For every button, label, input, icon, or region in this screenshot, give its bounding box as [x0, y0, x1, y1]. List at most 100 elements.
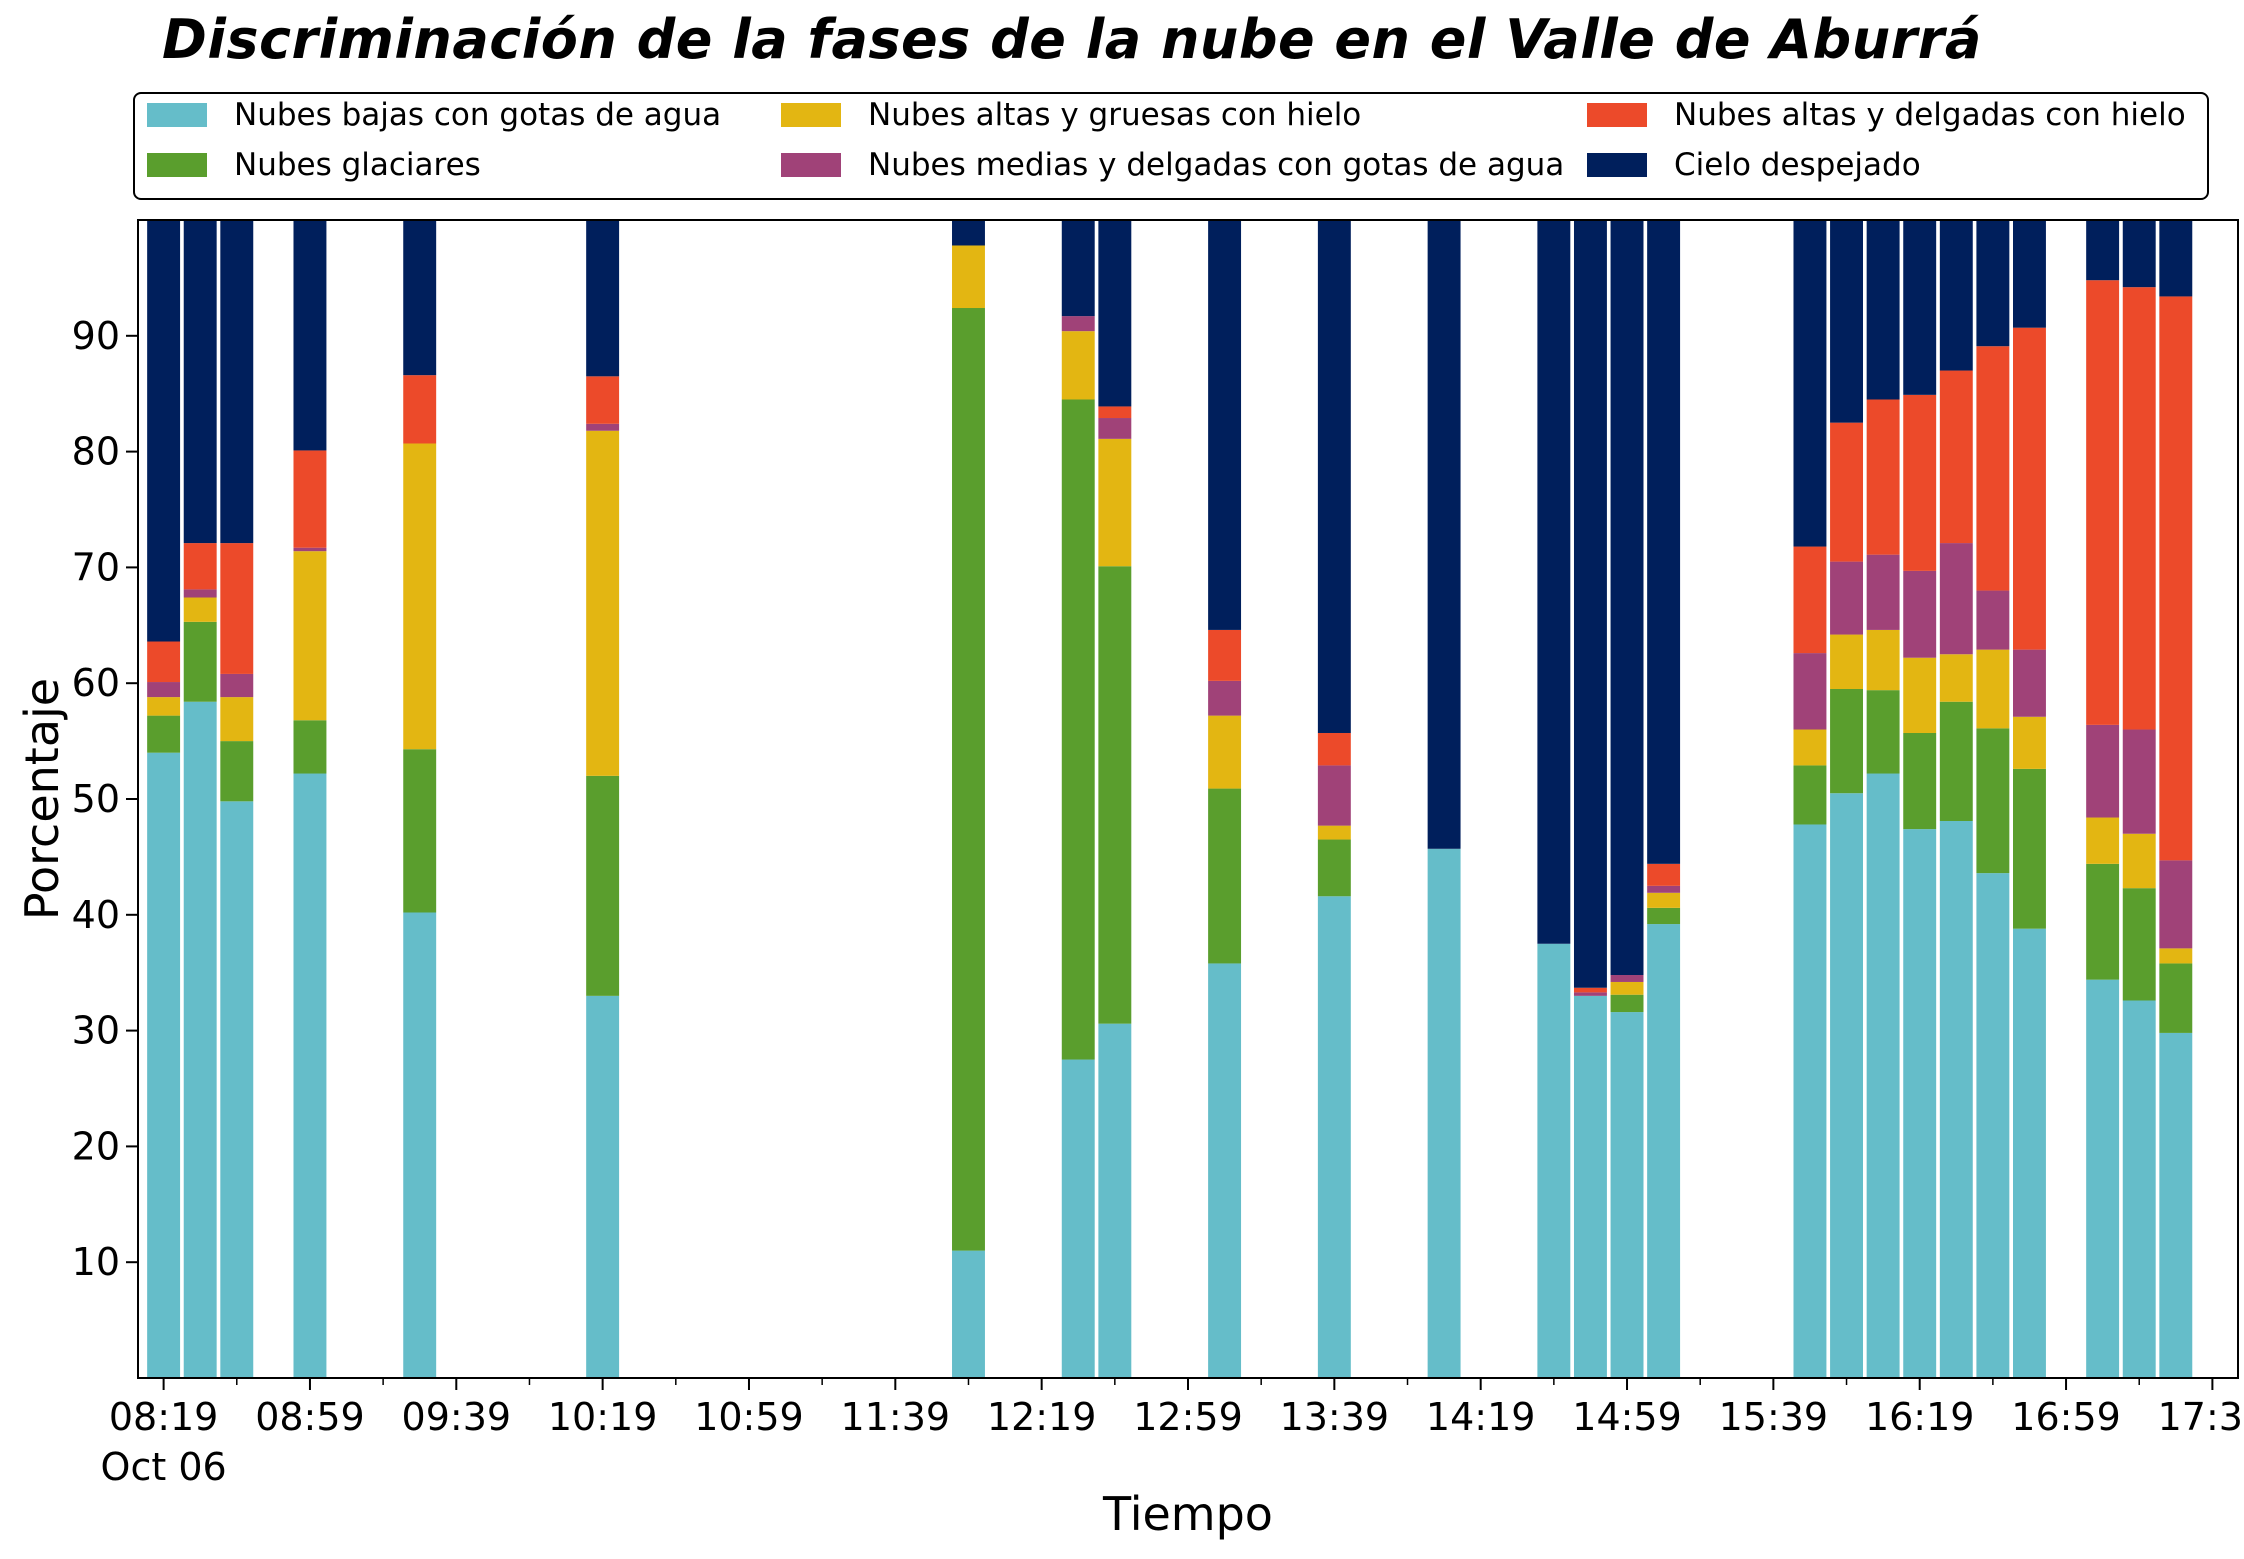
bar-segment [1098, 1023, 1132, 1378]
y-tick-label: 60 [72, 661, 120, 705]
bar-segment [1573, 220, 1607, 988]
bar-segment [220, 220, 254, 544]
legend-swatch [147, 103, 207, 127]
y-tick-label: 80 [72, 430, 120, 474]
bar-segment [1903, 732, 1937, 830]
bar-segment [2086, 280, 2120, 725]
legend-swatch [147, 153, 207, 177]
bar-segment [293, 551, 327, 721]
legend-item: Nubes glaciares [147, 147, 481, 183]
bar-segment [147, 697, 181, 716]
bar-segment [1866, 399, 1900, 555]
bar-segment [1830, 561, 1863, 635]
bar-segment [1098, 220, 1132, 407]
legend-swatch [1587, 153, 1647, 177]
bar-segment [1061, 220, 1095, 317]
bar-segment [183, 543, 217, 590]
bar-segment [2013, 327, 2046, 650]
bar-segment [1939, 543, 1973, 655]
y-tick-label: 90 [72, 314, 120, 358]
bar-segment [2013, 768, 2046, 929]
bar-segment [952, 220, 985, 246]
bar-segment [1976, 590, 2010, 650]
bar-segment [1208, 629, 1242, 681]
bar-segment [147, 682, 181, 698]
legend-swatch [1587, 103, 1647, 127]
bar-segment [147, 715, 181, 753]
bar-segment [1866, 690, 1900, 774]
bar-segment [403, 220, 437, 376]
bar-segment [1866, 220, 1900, 400]
bar-segment [1939, 654, 1973, 702]
bar-segment [1098, 438, 1132, 567]
bar-segment [1317, 220, 1351, 733]
x-tick-label: 12:19 [987, 1395, 1097, 1439]
bar-segment [1793, 765, 1827, 825]
legend-label: Nubes glaciares [234, 147, 481, 183]
bar-segment [1793, 653, 1827, 730]
x-axis-label: Tiempo [1102, 1487, 1273, 1541]
bar-segment [1830, 634, 1863, 689]
bar-segment [2122, 1000, 2156, 1378]
bar-segment [1208, 680, 1242, 716]
y-tick-label: 70 [72, 545, 120, 589]
y-tick-label: 10 [72, 1240, 120, 1284]
bar-segment [1647, 885, 1681, 893]
bar-segment [1317, 825, 1351, 840]
axes-layer: 10 20 30 40 50 60 70 80 90 08:19 08:59 09:39 10:19 10… [72, 314, 2244, 1489]
bar-segment [1098, 418, 1132, 439]
bar-segment [1610, 220, 1644, 976]
bar-segment [1793, 824, 1827, 1378]
bar-segment [1061, 331, 1095, 400]
bar-segment [1866, 554, 1900, 630]
x-date-label: Oct 06 [101, 1445, 227, 1489]
x-tick-label: 08:59 [255, 1395, 365, 1439]
bar-segment [293, 720, 327, 774]
bar-segment [2122, 729, 2156, 834]
bar-segment [1939, 370, 1973, 544]
bar-segment [2159, 220, 2193, 297]
bar-segment [1830, 422, 1863, 562]
bar-segment [1573, 987, 1607, 993]
bar-segment [586, 220, 620, 377]
bar-segment [147, 641, 181, 683]
bar-segment [1208, 963, 1242, 1378]
legend-swatch [781, 103, 841, 127]
bar-segment [1647, 924, 1681, 1378]
bar-segment [2013, 649, 2046, 717]
bar-segment [1061, 1059, 1095, 1378]
bar-segment [952, 245, 985, 309]
bar-segment [2159, 948, 2193, 964]
plot-frame [137, 219, 2239, 1379]
bar-segment [1208, 788, 1242, 964]
bar-segment [952, 1250, 985, 1378]
bar-segment [1647, 892, 1681, 908]
bar-segment [183, 220, 217, 544]
x-tick-label: 14:19 [1426, 1395, 1536, 1439]
bar-segment [2159, 860, 2193, 949]
bar-segment [2159, 963, 2193, 1033]
bar-segment [1793, 220, 1827, 547]
bar-segment [293, 450, 327, 548]
bar-segment [1830, 688, 1863, 794]
legend-label: Nubes altas y gruesas con hielo [868, 97, 1362, 133]
bar-segment [952, 308, 985, 1251]
bar-segment [220, 543, 254, 674]
bar-segment [1317, 896, 1351, 1378]
bar-segment [220, 697, 254, 742]
bar-segment [1939, 220, 1973, 371]
bar-segment [147, 752, 181, 1378]
bar-segment [1317, 839, 1351, 897]
bar-segment [1793, 729, 1827, 766]
bar-segment [1647, 863, 1681, 886]
bar-segment [2122, 220, 2156, 288]
bar-segment [1903, 829, 1937, 1378]
bar-segment [1976, 649, 2010, 729]
bar-segment [2086, 817, 2120, 864]
bar-segment [1976, 873, 2010, 1378]
bar-segment [1427, 220, 1461, 849]
bar-segment [1830, 793, 1863, 1378]
x-tick-label: 10:19 [548, 1395, 658, 1439]
bar-segment [1976, 220, 2010, 347]
